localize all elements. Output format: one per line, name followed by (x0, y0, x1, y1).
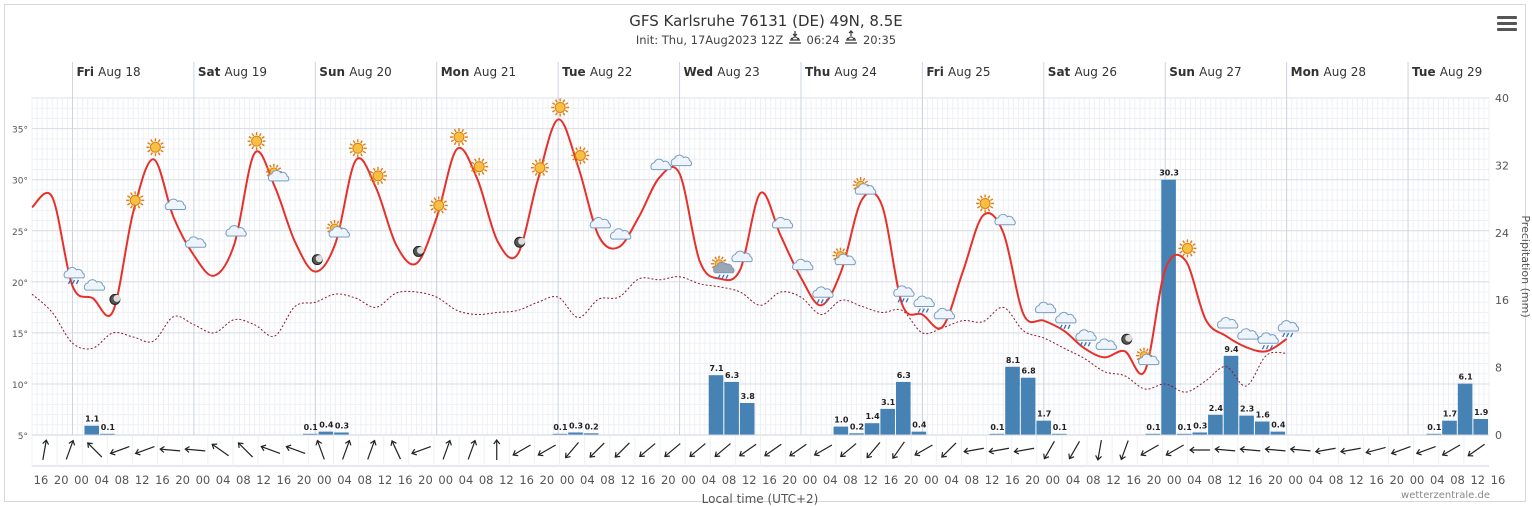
sunset-icon (843, 30, 859, 47)
sunrise-time: 06:24 (806, 33, 840, 47)
sunset-time: 20:35 (862, 33, 897, 47)
hamburger-menu-icon[interactable] (1497, 16, 1517, 32)
chart-subtitle: Init: Thu, 17Aug2023 12Z 06:24 20:35 (0, 30, 1532, 47)
source-credit[interactable]: wetterzentrale.de (1401, 490, 1490, 501)
init-time: Init: Thu, 17Aug2023 12Z (635, 33, 784, 47)
chart-title: GFS Karlsruhe 76131 (DE) 49N, 8.5E (629, 12, 903, 30)
chart-frame (4, 4, 1526, 502)
sunrise-icon (787, 30, 803, 47)
